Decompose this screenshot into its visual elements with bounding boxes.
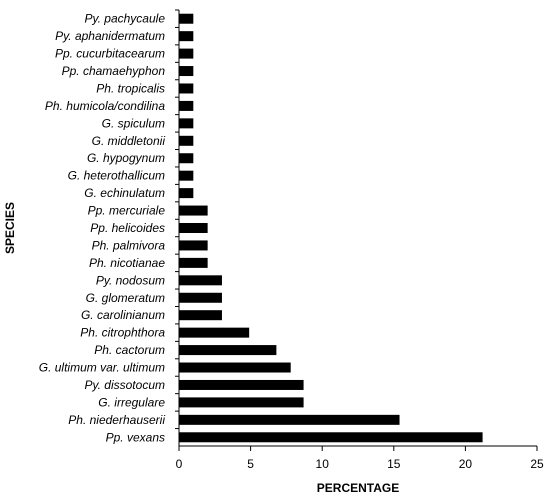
bar: [179, 240, 208, 251]
x-tick-label: 25: [530, 457, 544, 471]
x-tick-marks: [178, 446, 538, 451]
bar: [179, 188, 194, 199]
category-label: Ph. tropicalis: [96, 81, 165, 95]
y-tick-marks: [175, 9, 179, 430]
x-axis-label: PERCENTAGE: [317, 481, 399, 495]
x-tick-labels: 0 5 10 15 20 25: [176, 457, 544, 471]
bar: [179, 153, 194, 164]
category-label: Py. dissotocum: [85, 378, 165, 392]
category-label: Pp. helicoides: [90, 221, 165, 235]
category-label: G. glomeratum: [86, 291, 165, 305]
category-label: Ph. nicotianae: [89, 256, 165, 270]
category-label: Ph. niederhauserii: [68, 413, 165, 427]
category-label: Ph. citrophthora: [80, 326, 165, 340]
category-label: Py. aphanidermatum: [55, 29, 165, 43]
category-label: Pp. mercuriale: [88, 204, 166, 218]
category-label: Pp. vexans: [106, 430, 165, 444]
x-tick-label: 10: [316, 457, 330, 471]
category-labels: Py. pachycaule Py. aphanidermatum Pp. cucu…: [39, 12, 166, 445]
bar: [179, 345, 277, 356]
category-label: G. ultimum var. ultimum: [39, 361, 165, 375]
bar: [179, 100, 194, 111]
bar: [179, 397, 304, 408]
category-label: G. hypogynum: [87, 151, 165, 165]
category-label: Pp. chamaehyphon: [62, 64, 166, 78]
category-label: G. echinulatum: [84, 186, 165, 200]
category-label: G. middletonii: [92, 134, 166, 148]
bar: [179, 257, 208, 268]
bar: [179, 327, 250, 338]
bar: [179, 13, 194, 24]
category-label: Py. pachycaule: [85, 12, 166, 26]
bar: [179, 223, 208, 233]
bars: [179, 13, 483, 443]
bar: [179, 170, 194, 181]
x-tick-label: 15: [387, 457, 401, 471]
bar: [179, 292, 222, 303]
category-label: G. spiculum: [102, 116, 165, 130]
category-label: Py. nodosum: [96, 273, 165, 287]
x-tick-label: 0: [176, 457, 183, 471]
bar: [179, 31, 194, 42]
bar: [179, 83, 194, 94]
bar: [179, 205, 208, 216]
category-label: Ph. palmivora: [92, 238, 166, 252]
y-axis-label: SPECIES: [3, 202, 17, 254]
category-label: Ph. cactorum: [94, 343, 165, 357]
x-tick-label: 20: [459, 457, 473, 471]
bar: [179, 48, 194, 59]
bar: [179, 118, 194, 129]
category-label: Pp. cucurbitacearum: [55, 47, 165, 61]
category-label: Ph. humicola/condilina: [45, 99, 165, 113]
bar: [179, 362, 291, 373]
bar: [179, 379, 304, 390]
bar: [179, 135, 194, 146]
bar: [179, 432, 483, 443]
category-label: G. heterothallicum: [68, 169, 165, 183]
bar: [179, 275, 222, 286]
x-tick-label: 5: [247, 457, 254, 471]
bar: [179, 414, 400, 425]
bar: [179, 310, 222, 321]
category-label: G. carolinianum: [81, 308, 165, 322]
category-label: G. irregulare: [98, 395, 165, 409]
bar: [179, 66, 194, 77]
